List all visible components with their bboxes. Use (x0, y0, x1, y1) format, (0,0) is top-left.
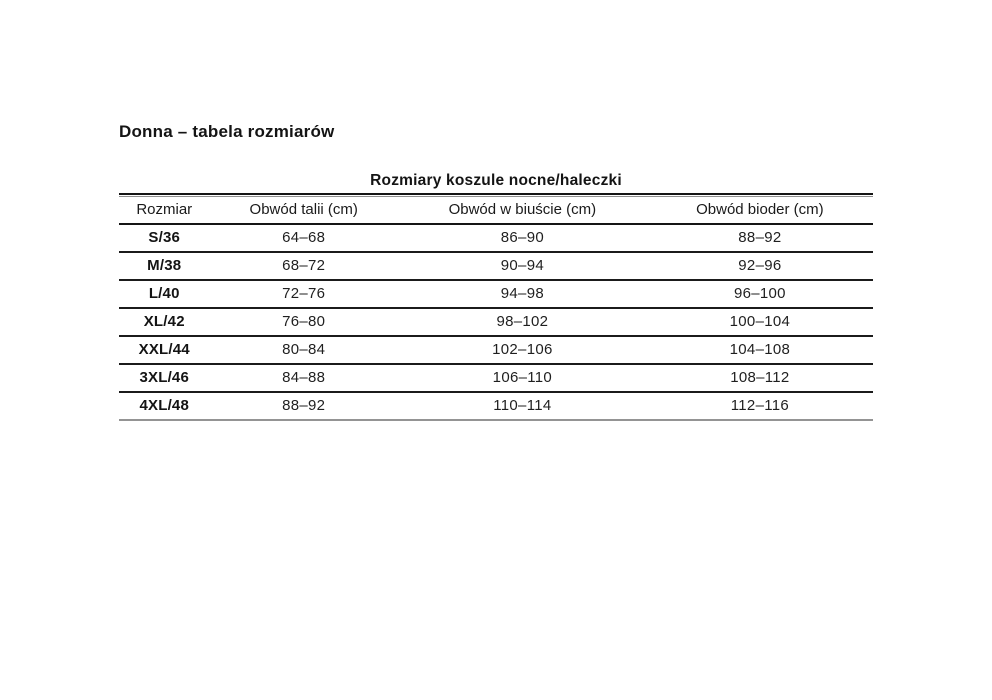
size-cell: L/40 (119, 280, 210, 309)
table-row: XXL/44 80–84 102–106 104–108 (119, 336, 873, 365)
table-row: 4XL/48 88–92 110–114 112–116 (119, 392, 873, 421)
waist-cell: 72–76 (209, 280, 398, 309)
bust-cell: 94–98 (397, 280, 647, 309)
hips-cell: 96–100 (646, 280, 873, 309)
size-cell: 3XL/46 (119, 364, 210, 393)
waist-cell: 68–72 (209, 252, 398, 281)
bust-cell: 110–114 (397, 392, 647, 421)
hips-cell: 112–116 (646, 392, 873, 421)
hips-cell: 108–112 (646, 364, 873, 393)
waist-cell: 76–80 (209, 308, 398, 337)
size-chart-document: Donna – tabela rozmiarów Rozmiary koszul… (119, 122, 873, 421)
hips-cell: 92–96 (646, 252, 873, 281)
column-header-hips: Obwód bioder (cm) (646, 197, 873, 225)
table-row: M/38 68–72 90–94 92–96 (119, 252, 873, 281)
column-header-bust: Obwód w biuście (cm) (397, 197, 647, 225)
hips-cell: 104–108 (646, 336, 873, 365)
bust-cell: 98–102 (397, 308, 647, 337)
size-cell: 4XL/48 (119, 392, 210, 421)
bust-cell: 102–106 (397, 336, 647, 365)
bust-cell: 90–94 (397, 252, 647, 281)
waist-cell: 64–68 (209, 224, 398, 253)
table-row: S/36 64–68 86–90 88–92 (119, 224, 873, 253)
table-row: XL/42 76–80 98–102 100–104 (119, 308, 873, 337)
column-header-size: Rozmiar (119, 197, 210, 225)
column-header-waist: Obwód talii (cm) (209, 197, 398, 225)
table-header-row: Rozmiar Obwód talii (cm) Obwód w biuście… (119, 197, 873, 225)
waist-cell: 80–84 (209, 336, 398, 365)
size-cell: XXL/44 (119, 336, 210, 365)
table-top-rule (119, 193, 873, 197)
hips-cell: 88–92 (646, 224, 873, 253)
size-cell: XL/42 (119, 308, 210, 337)
table-caption: Rozmiary koszule nocne/haleczki (370, 172, 622, 189)
page-title: Donna – tabela rozmiarów (119, 122, 335, 141)
table-row: 3XL/46 84–88 106–110 108–112 (119, 364, 873, 393)
size-table: Rozmiar Obwód talii (cm) Obwód w biuście… (119, 197, 873, 421)
size-cell: M/38 (119, 252, 210, 281)
waist-cell: 88–92 (209, 392, 398, 421)
waist-cell: 84–88 (209, 364, 398, 393)
bust-cell: 86–90 (397, 224, 647, 253)
table-row: L/40 72–76 94–98 96–100 (119, 280, 873, 309)
size-cell: S/36 (119, 224, 210, 253)
hips-cell: 100–104 (646, 308, 873, 337)
bust-cell: 106–110 (397, 364, 647, 393)
